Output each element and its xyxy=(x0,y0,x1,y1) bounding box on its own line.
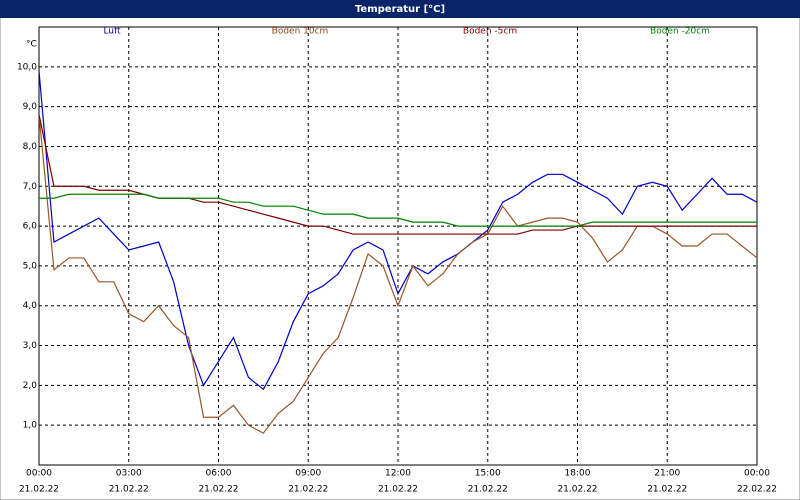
x-tick-label: 12:00 xyxy=(385,469,411,479)
y-tick-label: 1,0 xyxy=(23,421,38,431)
legend-label: Boden -5cm xyxy=(463,27,517,37)
x-tick-date: 21.02.22 xyxy=(378,485,418,495)
y-tick-label: 6,0 xyxy=(23,222,38,232)
x-tick-label: 00:00 xyxy=(744,469,770,479)
x-tick-date: 21.02.22 xyxy=(647,485,687,495)
y-tick-label: 4,0 xyxy=(23,301,38,311)
y-tick-label: 10,0 xyxy=(17,62,37,72)
y-tick-label: 3,0 xyxy=(23,341,38,351)
x-tick-date: 21.02.22 xyxy=(288,485,328,495)
x-tick-label: 09:00 xyxy=(295,469,321,479)
x-tick-date: 21.02.22 xyxy=(557,485,597,495)
x-tick-date: 21.02.22 xyxy=(468,485,508,495)
y-tick-label: 8,0 xyxy=(23,142,38,152)
plot-frame xyxy=(38,26,758,466)
x-tick-label: 15:00 xyxy=(475,469,501,479)
x-tick-date: 22.02.22 xyxy=(737,485,777,495)
x-tick-label: 18:00 xyxy=(565,469,591,479)
chart-title: Temperatur [°C] xyxy=(355,4,445,15)
y-tick-label: 7,0 xyxy=(23,182,38,192)
x-tick-date: 21.02.22 xyxy=(198,485,238,495)
legend-label: Boden -20cm xyxy=(650,27,710,37)
legend-label: Luft xyxy=(103,27,121,37)
x-tick-label: 03:00 xyxy=(116,469,142,479)
y-tick-label: 5,0 xyxy=(23,261,38,271)
title-bar xyxy=(0,0,800,18)
x-tick-label: 00:00 xyxy=(26,469,52,479)
x-tick-label: 06:00 xyxy=(206,469,232,479)
series-line xyxy=(39,193,757,227)
x-tick-date: 21.02.22 xyxy=(19,485,59,495)
x-tick-label: 21:00 xyxy=(654,469,680,479)
series-line xyxy=(38,70,758,391)
legend-label: Boden 10cm xyxy=(272,27,329,37)
x-tick-date: 21.02.22 xyxy=(109,485,149,495)
y-tick-label: 2,0 xyxy=(23,381,38,391)
y-tick-label: 9,0 xyxy=(23,102,38,112)
y-unit: °C xyxy=(26,40,37,50)
